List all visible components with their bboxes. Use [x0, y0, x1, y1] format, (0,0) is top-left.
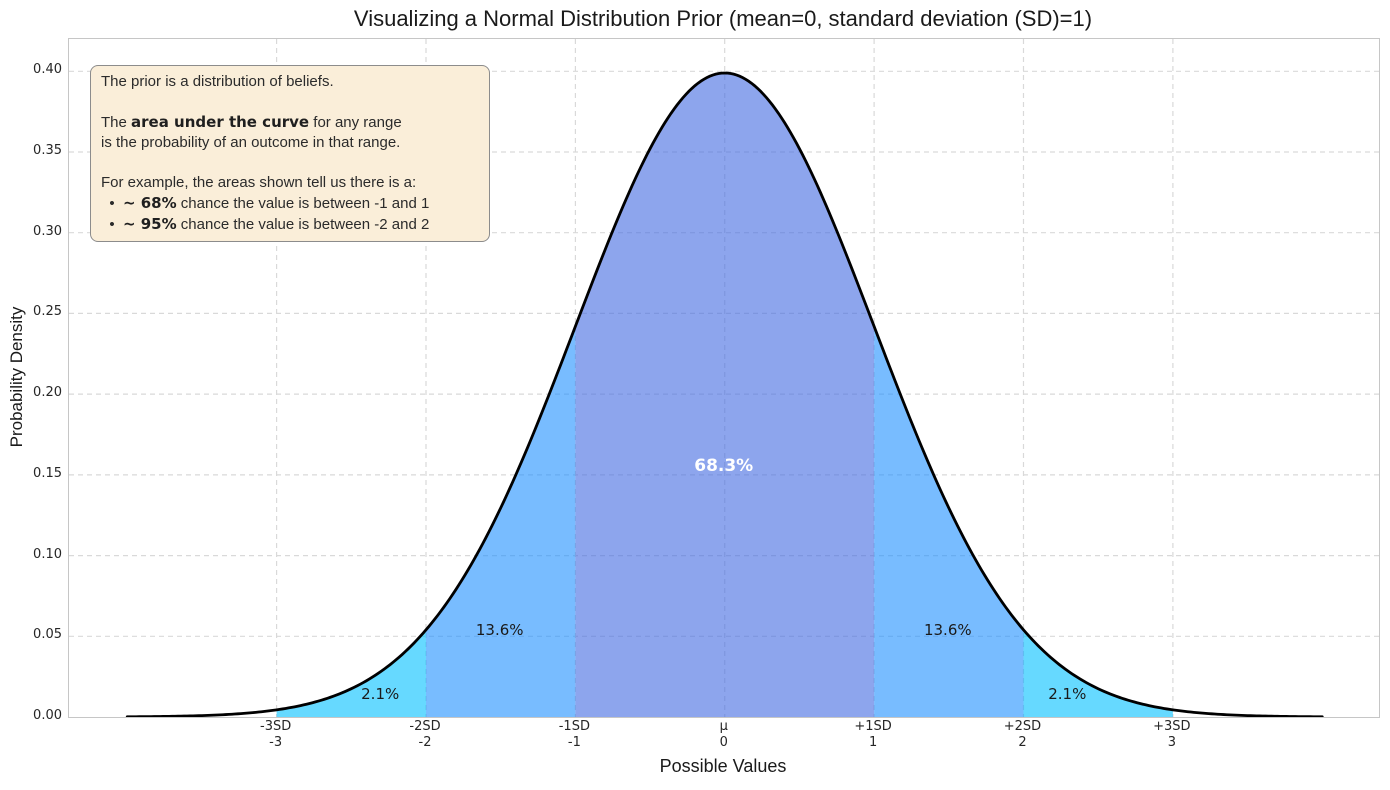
annotation-text: The — [101, 114, 132, 131]
annotation-bold-text: ~ 95% — [122, 215, 177, 233]
region-percentage-label: 68.3% — [694, 455, 754, 476]
chart-title: Visualizing a Normal Distribution Prior … — [353, 6, 1093, 31]
x-tick-sd: +1SD — [854, 719, 892, 734]
annotation-line — [101, 92, 479, 112]
x-tick-sd: +2SD — [1003, 719, 1042, 734]
region-percentage-label: 13.6% — [923, 620, 972, 639]
x-tick-label: +3SD 3 — [1127, 719, 1217, 751]
x-tick-value: -3 — [269, 735, 283, 750]
x-tick-value: 0 — [719, 735, 728, 750]
region-percentage-label: 2.1% — [361, 685, 400, 704]
y-tick-label: 0.35 — [33, 143, 62, 158]
region-percentage-label: 2.1% — [1048, 685, 1087, 704]
annotation-text: • — [101, 216, 123, 233]
annotation-text: chance the value is between -2 and 2 — [176, 216, 430, 233]
y-tick-label: 0.25 — [33, 304, 62, 320]
annotation-bold-text: area under the curve — [131, 113, 310, 131]
annotation-text: chance the value is between -1 and 1 — [176, 195, 430, 212]
prior-explanation-box: The prior is a distribution of beliefs. … — [90, 65, 490, 242]
annotation-line: • ~ 95% chance the value is between -2 a… — [101, 214, 479, 235]
annotation-line: • ~ 68% chance the value is between -1 a… — [101, 193, 479, 214]
annotation-line — [101, 153, 479, 173]
annotation-line: For example, the areas shown tell us the… — [101, 173, 479, 193]
x-tick-sd: +3SD — [1153, 719, 1191, 734]
x-tick-sd: -1SD — [558, 719, 590, 734]
x-tick-label: -2SD -2 — [380, 719, 470, 751]
x-tick-label: +1SD 1 — [828, 719, 918, 751]
y-tick-label: 0.30 — [33, 223, 62, 239]
y-tick-label: 0.00 — [33, 708, 62, 723]
x-tick-value: 1 — [868, 735, 878, 750]
region-percentage-label: 13.6% — [475, 620, 524, 639]
x-tick-label: -3SD -3 — [231, 719, 321, 751]
annotation-line: The area under the curve for any range — [101, 112, 479, 133]
y-tick-label: 0.20 — [33, 385, 62, 401]
region-fill — [276, 629, 426, 717]
annotation-line: The prior is a distribution of beliefs. — [101, 72, 479, 92]
y-tick-label: 0.15 — [33, 465, 62, 481]
annotation-text: • — [101, 195, 123, 212]
y-tick-label: 0.10 — [33, 546, 62, 562]
x-tick-value: -1 — [567, 735, 581, 750]
plot-area — [68, 38, 1380, 718]
x-tick-value: -2 — [418, 735, 432, 750]
y-tick-label: 0.40 — [33, 62, 62, 78]
x-tick-label: +2SD 2 — [977, 719, 1067, 751]
annotation-text: The prior is a distribution of beliefs. — [101, 73, 334, 90]
x-tick-sd: -2SD — [409, 719, 441, 734]
x-axis-label: Possible Values — [659, 756, 787, 776]
y-axis-label: Probability Density — [7, 306, 26, 448]
x-tick-sd: μ — [719, 719, 728, 734]
y-tick-label: 0.05 — [33, 627, 62, 643]
annotation-text: for any range — [309, 114, 402, 131]
x-tick-value: 3 — [1167, 735, 1176, 750]
annotation-text: For example, the areas shown tell us the… — [101, 174, 417, 191]
annotation-bold-text: ~ 68% — [122, 194, 177, 212]
normal-pdf-curve — [125, 71, 1324, 717]
region-fill — [1023, 629, 1173, 717]
x-tick-value: 2 — [1018, 735, 1027, 750]
x-tick-sd: -3SD — [260, 719, 292, 734]
x-tick-label: -1SD -1 — [529, 719, 619, 751]
annotation-text: is the probability of an outcome in that… — [101, 134, 401, 151]
annotation-line: is the probability of an outcome in that… — [101, 133, 479, 153]
region-fill — [575, 72, 875, 717]
